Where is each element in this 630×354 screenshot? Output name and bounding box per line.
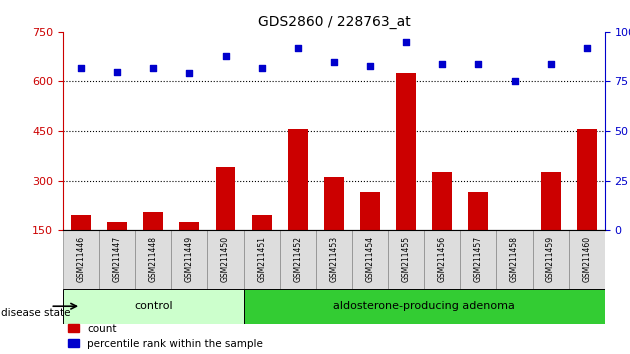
Title: GDS2860 / 228763_at: GDS2860 / 228763_at [258,16,410,29]
Point [76,65,86,70]
Point [148,65,158,70]
Bar [541,172,561,280]
Text: GSM211450: GSM211450 [221,236,230,282]
Text: GSM211448: GSM211448 [149,236,158,282]
Point [401,39,411,45]
Point [437,61,447,67]
Bar [352,230,388,289]
Bar [569,230,605,289]
Bar [107,222,127,280]
Text: GSM211457: GSM211457 [474,236,483,282]
Bar [244,289,605,324]
Bar [577,129,597,280]
Point [256,65,266,70]
Point [473,61,483,67]
Bar [135,230,171,289]
Point [581,45,592,51]
Text: aldosterone-producing adenoma: aldosterone-producing adenoma [333,301,515,311]
Bar [324,177,344,280]
Text: GSM211458: GSM211458 [510,236,519,282]
Bar [396,73,416,280]
Text: GSM211451: GSM211451 [257,236,266,282]
Text: GSM211452: GSM211452 [294,236,302,282]
Point [365,63,375,68]
Bar [63,230,99,289]
Bar [144,212,163,280]
Bar [388,230,424,289]
Text: GSM211454: GSM211454 [365,236,374,282]
Bar [63,289,244,324]
Bar [207,230,244,289]
Bar [469,192,488,280]
Point [329,59,339,64]
Point [185,71,195,76]
Bar [360,192,380,280]
Bar [316,230,352,289]
Bar [71,215,91,280]
Bar [461,230,496,289]
Bar [432,172,452,280]
Text: GSM211453: GSM211453 [329,236,338,282]
Point [220,53,231,58]
Bar [280,230,316,289]
Bar [532,230,569,289]
Bar [244,230,280,289]
Bar [215,167,236,280]
Bar [424,230,461,289]
Text: GSM211460: GSM211460 [582,236,591,282]
Point [112,69,122,74]
Text: disease state: disease state [1,308,71,318]
Bar [496,230,532,289]
Bar [288,129,307,280]
Bar [171,230,207,289]
Point [293,45,303,51]
Text: GSM211456: GSM211456 [438,236,447,282]
Point [546,61,556,67]
Bar [99,230,135,289]
Text: GSM211446: GSM211446 [77,236,86,282]
Text: GSM211459: GSM211459 [546,236,555,282]
Text: GSM211455: GSM211455 [402,236,411,282]
Text: GSM211449: GSM211449 [185,236,194,282]
Text: GSM211447: GSM211447 [113,236,122,282]
Bar [252,215,272,280]
Legend: count, percentile rank within the sample: count, percentile rank within the sample [68,324,263,349]
Bar [180,222,199,280]
Text: control: control [134,301,173,311]
Bar [505,243,524,280]
Point [510,79,520,84]
